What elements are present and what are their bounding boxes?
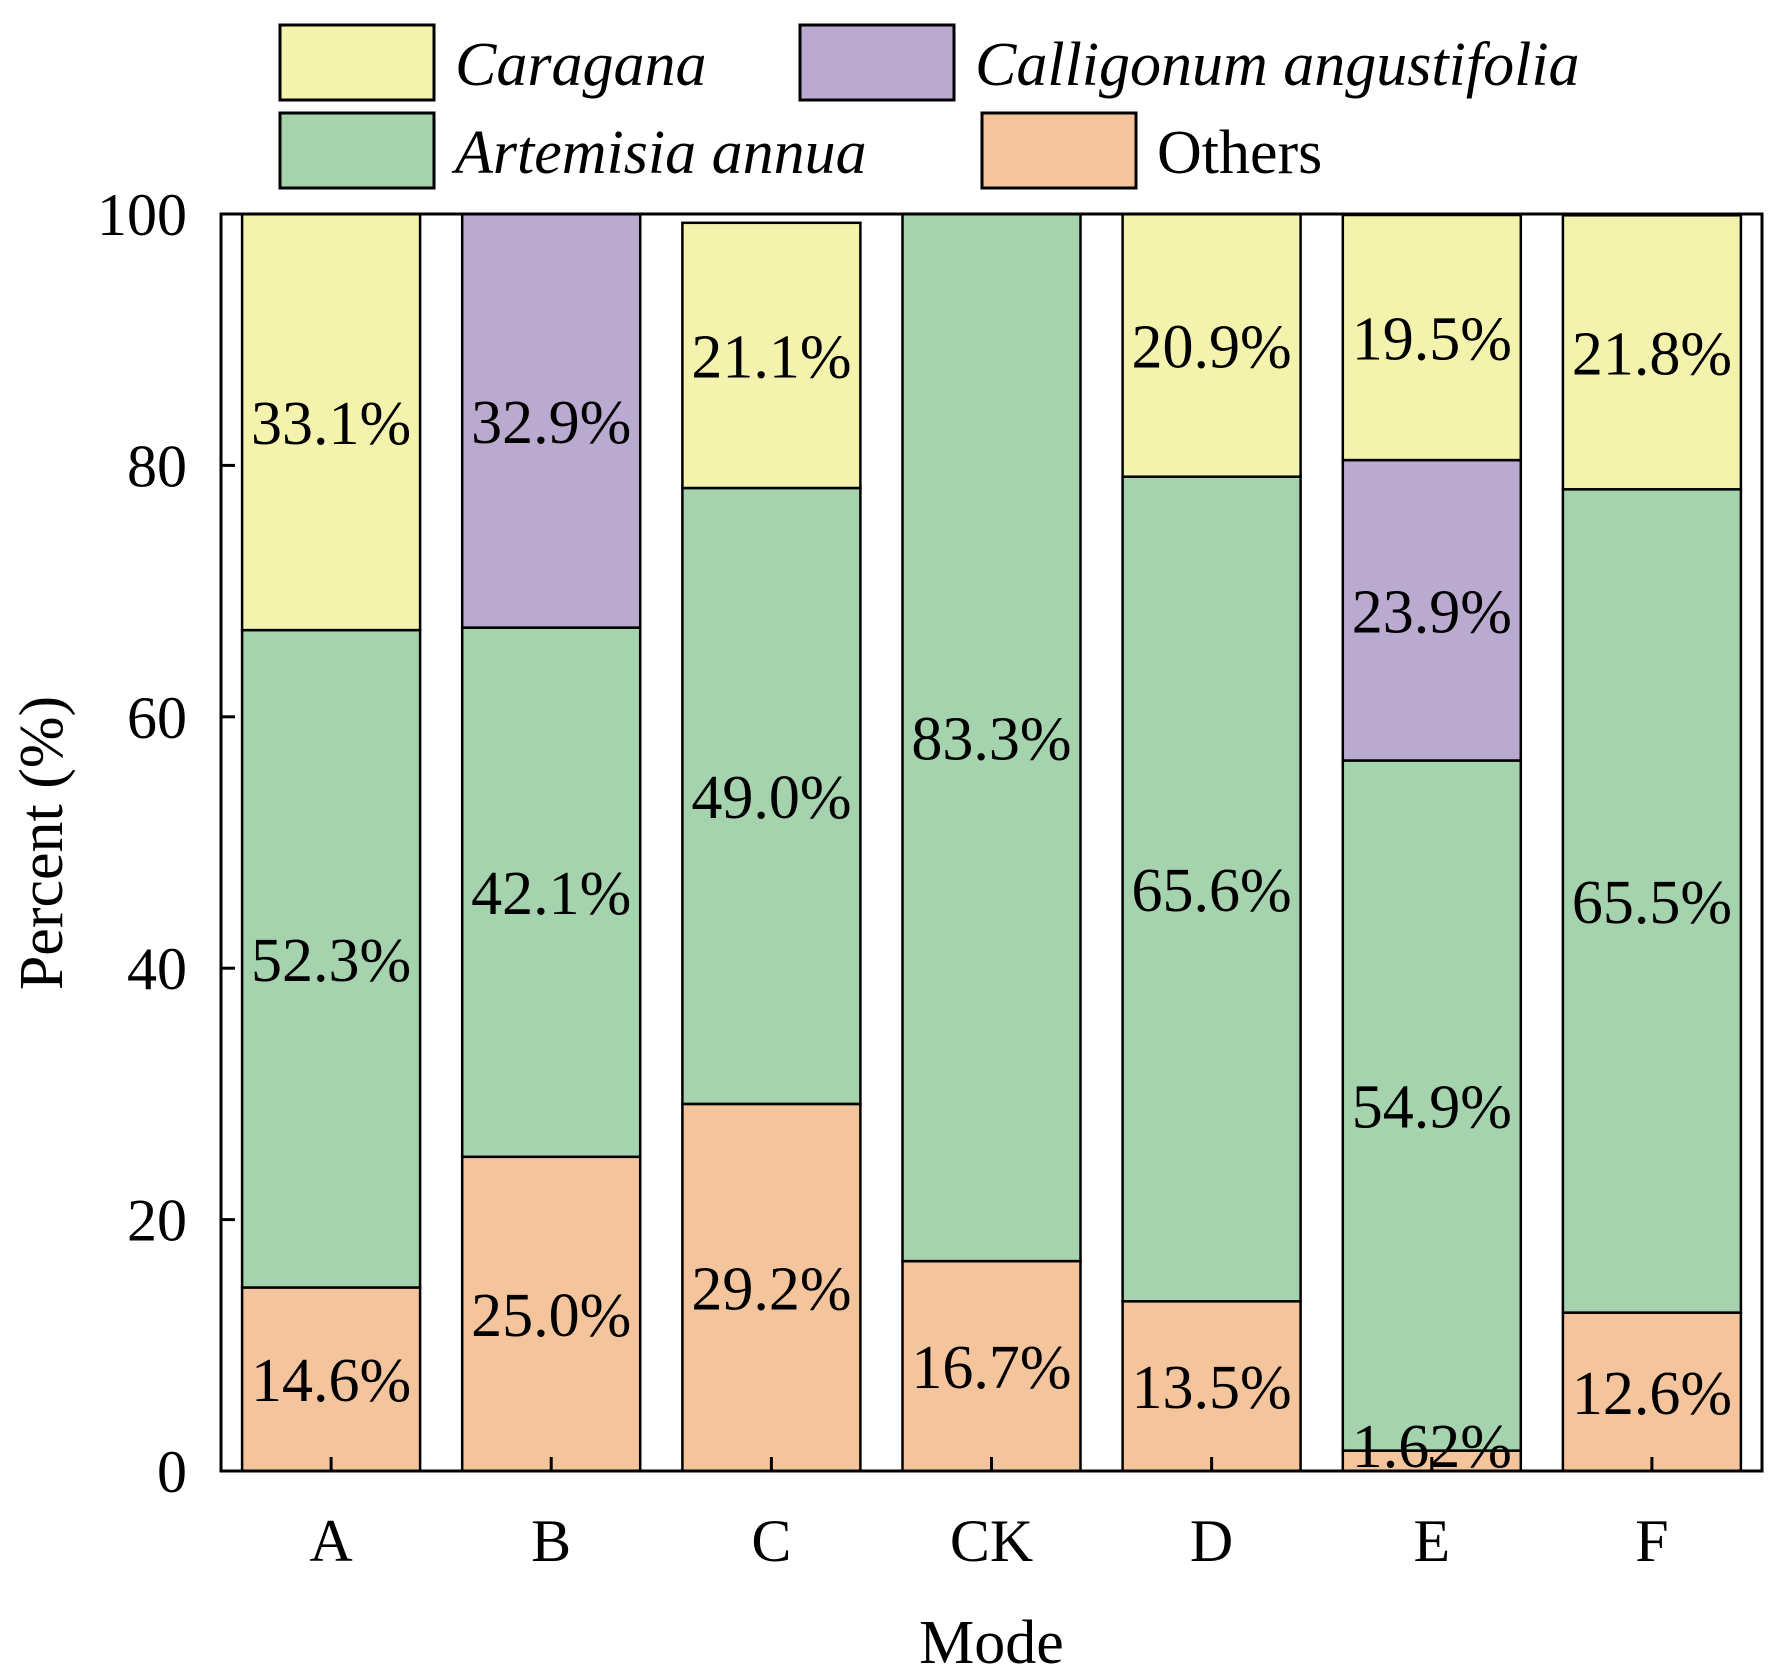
legend-swatch-others (980, 111, 1138, 190)
bar-d-artemisia-annua (1121, 475, 1302, 1303)
x-tick-label-ck: CK (950, 1508, 1033, 1574)
y-axis-ticks: 0 20 40 60 80 100 (97, 182, 235, 1505)
data-label-f-artemisia-annua: 65.5% (1572, 869, 1732, 937)
x-tick-label-e: E (1413, 1508, 1450, 1574)
bar-b-calligonum-angustifolia (460, 212, 642, 629)
y-tick-label: 40 (127, 936, 187, 1002)
bar-a-others (240, 1286, 422, 1473)
data-label-c-artemisia-annua: 49.0% (691, 764, 851, 832)
bar-e-calligonum-angustifolia (1341, 458, 1523, 762)
x-axis-title: Mode (919, 1609, 1064, 1667)
legend-swatch-calligonum-angustifolia (798, 23, 956, 102)
data-label-d-others: 13.5% (1132, 1354, 1292, 1422)
data-label-d-caragana: 20.9% (1132, 313, 1292, 381)
bar-d-others (1121, 1300, 1302, 1473)
data-label-b-others: 25.0% (471, 1282, 631, 1350)
legend-label-artemisia-annua: Artemisia annua (451, 119, 867, 187)
bar-b-others (460, 1155, 642, 1473)
data-label-f-caragana: 21.8% (1572, 320, 1732, 388)
data-label-e-calligonum-angustifolia: 23.9% (1352, 578, 1512, 646)
data-label-b-artemisia-annua: 42.1% (471, 860, 631, 928)
y-axis-title: Percent (%) (8, 696, 76, 990)
bar-f-caragana (1561, 214, 1743, 491)
bar-c-caragana (681, 221, 862, 490)
legend-label-others: Others (1157, 119, 1322, 187)
bar-b-artemisia-annua (460, 626, 642, 1159)
x-tick-label-c: C (751, 1508, 791, 1574)
chart-legend: Caragana Calligonum angustifolia Artemisia… (278, 23, 1580, 190)
bar-c-artemisia-annua (681, 486, 862, 1106)
legend-label-caragana: Caragana (455, 31, 706, 99)
y-tick-label: 80 (127, 433, 187, 499)
bar-e-caragana (1341, 213, 1523, 462)
data-label-a-caragana: 33.1% (251, 390, 411, 458)
data-label-a-artemisia-annua: 52.3% (251, 927, 411, 995)
data-label-e-caragana: 19.5% (1352, 306, 1512, 374)
bar-f-artemisia-annua (1561, 488, 1743, 1314)
data-label-e-artemisia-annua: 54.9% (1352, 1074, 1512, 1142)
data-label-ck-others: 16.7% (911, 1334, 1071, 1402)
y-tick-label: 20 (127, 1188, 187, 1254)
data-label-b-calligonum-angustifolia: 32.9% (471, 389, 631, 457)
x-tick-label-f: F (1635, 1508, 1668, 1574)
bar-ck-others (901, 1259, 1082, 1473)
x-tick-label-d: D (1190, 1508, 1233, 1574)
data-label-d-artemisia-annua: 65.6% (1132, 857, 1292, 925)
bar-f-others (1561, 1311, 1743, 1473)
y-tick-label: 60 (127, 685, 187, 751)
x-tick-label-a: A (309, 1508, 352, 1574)
legend-swatch-artemisia-annua (278, 111, 436, 190)
data-label-ck-artemisia-annua: 83.3% (911, 706, 1071, 774)
x-tick-label-b: B (531, 1508, 571, 1574)
bar-a-artemisia-annua (240, 628, 422, 1289)
bar-stacks (240, 212, 1743, 1473)
bar-ck-artemisia-annua (901, 212, 1082, 1263)
legend-label-calligonum-angustifolia: Calligonum angustifolia (975, 31, 1580, 99)
y-tick-label: 0 (157, 1439, 187, 1505)
data-labels: 14.6% 52.3% 33.1% 25.0% 42.1% 32.9% 29.2% 49.0%… (251, 306, 1732, 1481)
data-label-c-others: 29.2% (691, 1256, 851, 1324)
data-label-c-caragana: 21.1% (691, 323, 851, 391)
data-label-f-others: 12.6% (1572, 1360, 1732, 1428)
data-label-a-others: 14.6% (251, 1347, 411, 1415)
y-tick-label: 100 (97, 182, 187, 248)
x-axis-ticks: A B C CK D E F (309, 1457, 1669, 1574)
bar-e-artemisia-annua (1341, 759, 1523, 1452)
legend-swatch-caragana (278, 23, 436, 102)
